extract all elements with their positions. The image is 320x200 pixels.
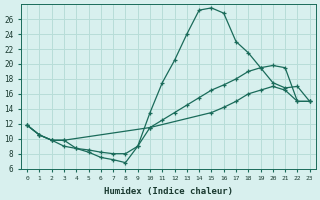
X-axis label: Humidex (Indice chaleur): Humidex (Indice chaleur): [104, 187, 233, 196]
